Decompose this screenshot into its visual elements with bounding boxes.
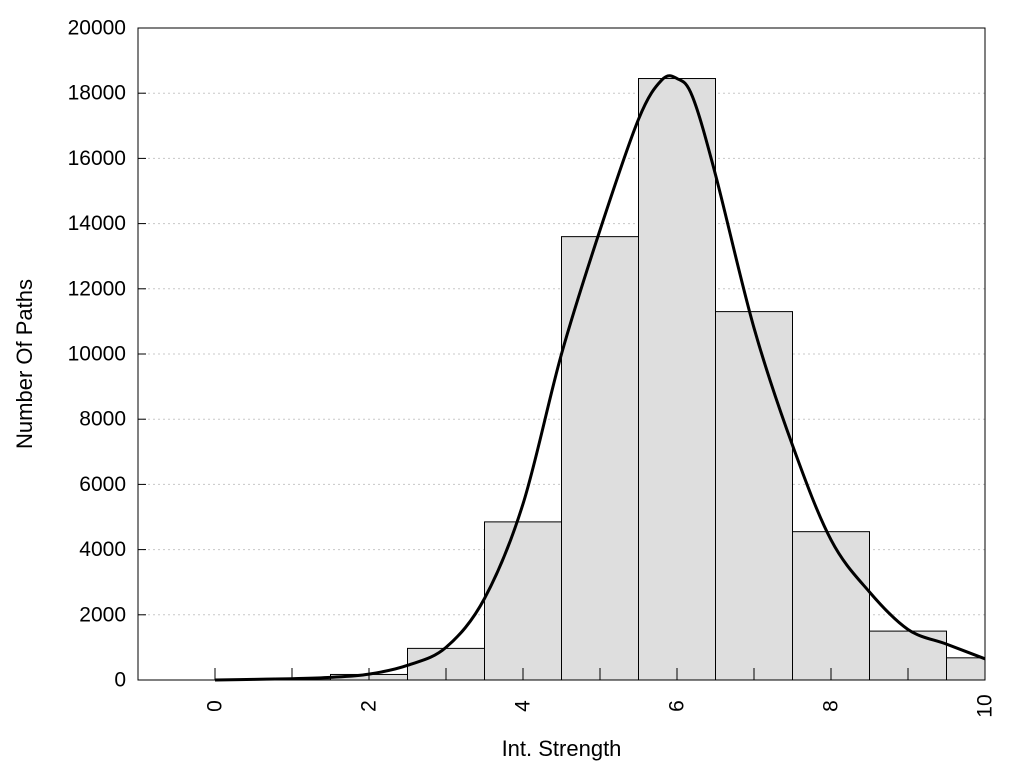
x-axis-ticks: 0 2 4 6 8 10 bbox=[204, 668, 997, 718]
y-tick-label: 16000 bbox=[68, 147, 126, 170]
y-tick-label: 14000 bbox=[68, 212, 126, 235]
x-tick-label: 0 bbox=[204, 700, 227, 712]
y-tick-label: 8000 bbox=[79, 408, 126, 431]
histogram-bar bbox=[946, 657, 986, 681]
y-tick-label: 2000 bbox=[79, 603, 126, 626]
y-tick-label: 6000 bbox=[79, 473, 126, 496]
histogram-bar bbox=[792, 531, 870, 681]
histogram-bar bbox=[715, 311, 793, 681]
y-tick-label: 18000 bbox=[68, 82, 126, 105]
x-axis-title: Int. Strength bbox=[502, 736, 622, 761]
y-tick-label: 4000 bbox=[79, 538, 126, 561]
y-tick-label: 20000 bbox=[68, 17, 126, 40]
histogram-bar bbox=[638, 78, 716, 681]
x-tick-label: 6 bbox=[666, 700, 689, 712]
x-tick-label: 8 bbox=[820, 700, 843, 712]
x-tick-label: 4 bbox=[512, 700, 535, 712]
x-tick-label: 2 bbox=[358, 700, 381, 712]
histogram-bar bbox=[484, 521, 562, 681]
plot-frame bbox=[137, 27, 986, 681]
histogram-bar bbox=[561, 236, 639, 681]
y-tick-label: 10000 bbox=[68, 343, 126, 366]
y-tick-label: 0 bbox=[114, 669, 126, 692]
x-tick-label: 10 bbox=[974, 694, 997, 717]
y-axis-title: Number Of Paths bbox=[12, 279, 37, 449]
density-curve bbox=[214, 74, 986, 682]
y-axis-ticks: 0 2000 4000 6000 8000 10000 12000 14000 16000 180… bbox=[68, 17, 146, 692]
y-tick-label: 12000 bbox=[68, 277, 126, 300]
